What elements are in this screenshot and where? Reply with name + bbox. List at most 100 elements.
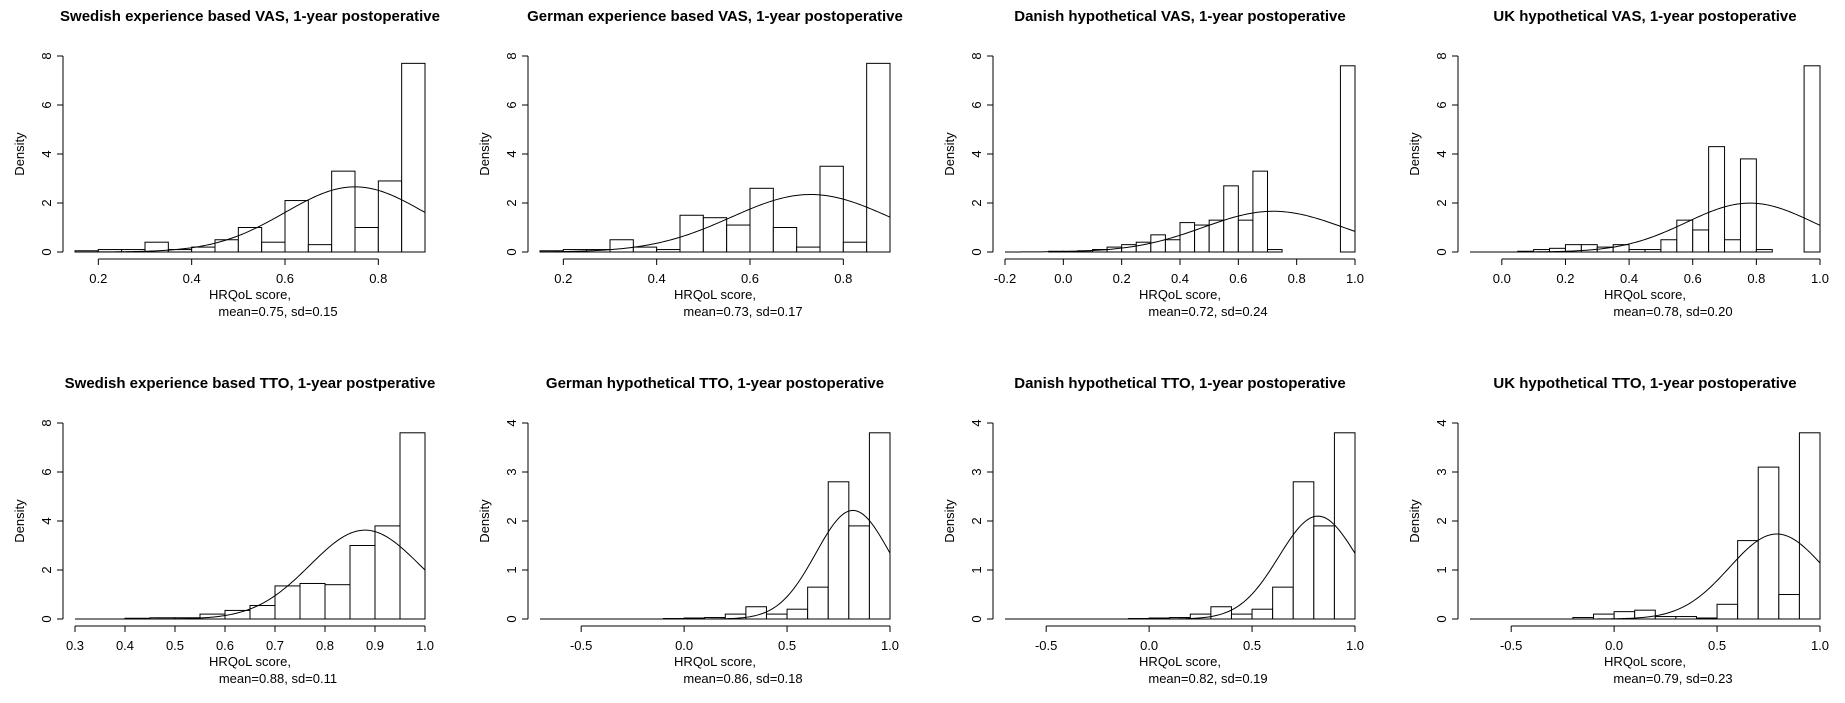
x-tick-label: 0.9 xyxy=(366,638,384,653)
y-tick-label: 2 xyxy=(504,199,519,206)
y-tick-label: 0 xyxy=(969,248,984,255)
histogram-bar xyxy=(1313,525,1335,620)
y-tick-label: 8 xyxy=(39,52,54,59)
density-curve xyxy=(1005,210,1356,253)
y-tick-label: 2 xyxy=(1434,199,1449,206)
y-tick-label: 3 xyxy=(1434,468,1449,475)
x-tick-label: 0.7 xyxy=(266,638,284,653)
histogram-bar xyxy=(1692,229,1710,253)
histogram-bar xyxy=(399,432,426,620)
panel-6: German hypothetical TTO, 1-year postoper… xyxy=(477,375,899,686)
x-tick-label: 1.0 xyxy=(1346,638,1364,653)
x-tick-label: 0.0 xyxy=(1140,638,1158,653)
x-tick-label: 0.6 xyxy=(1229,271,1247,286)
y-axis-label: Density xyxy=(12,499,27,543)
x-tick-label: 0.2 xyxy=(1556,271,1574,286)
panel-4: UK hypothetical VAS, 1-year postoperativ… xyxy=(1407,8,1829,319)
y-tick-label: 0 xyxy=(504,615,519,622)
x-tick-label: 0.6 xyxy=(276,271,294,286)
x-tick-label: 0.4 xyxy=(1171,271,1189,286)
panel-8: UK hypothetical TTO, 1-year postoperativ… xyxy=(1407,375,1829,686)
x-tick-label: 1.0 xyxy=(881,638,899,653)
histogram-bar xyxy=(1644,249,1662,253)
y-tick-label: 4 xyxy=(504,419,519,426)
histogram-bar xyxy=(656,249,681,253)
y-tick-label: 2 xyxy=(504,517,519,524)
histogram-bar xyxy=(842,241,868,253)
x-tick-label: 0.8 xyxy=(834,271,852,286)
y-axis-label: Density xyxy=(1407,499,1422,543)
y-tick-label: 0 xyxy=(1434,248,1449,255)
x-tick-label: 0.4 xyxy=(183,271,201,286)
histogram-bar xyxy=(726,224,751,253)
x-tick-label: 0.8 xyxy=(316,638,334,653)
density-curve xyxy=(1470,202,1821,253)
y-tick-label: 8 xyxy=(1434,52,1449,59)
histogram-bar xyxy=(1716,603,1739,620)
histogram-bar xyxy=(1737,540,1759,620)
histogram-bar xyxy=(1634,609,1656,620)
density-curve xyxy=(539,194,891,253)
y-tick-label: 2 xyxy=(969,517,984,524)
histogram-bar xyxy=(1612,244,1630,253)
histogram-bar xyxy=(324,584,351,620)
panel-7: Danish hypothetical TTO, 1-year postoper… xyxy=(942,375,1364,686)
x-tick-label: 0.0 xyxy=(1054,271,1072,286)
histogram-bar xyxy=(274,585,301,620)
x-tick-label: 0.2 xyxy=(89,271,107,286)
histogram-bar xyxy=(144,241,169,253)
x-tick-label: 1.0 xyxy=(416,638,434,653)
x-tick-label: -0.5 xyxy=(570,638,592,653)
histogram-bar xyxy=(827,481,850,620)
y-tick-label: 2 xyxy=(39,199,54,206)
x-tick-label: 0.2 xyxy=(1113,271,1131,286)
y-tick-label: 3 xyxy=(504,468,519,475)
x-axis-label: HRQoL score, xyxy=(674,287,756,302)
histogram-bar xyxy=(609,239,634,253)
histogram-bar xyxy=(1292,481,1315,620)
histogram-bar xyxy=(1755,249,1773,253)
histogram-bar xyxy=(772,227,798,253)
histogram-bar xyxy=(868,432,891,620)
histogram-bar xyxy=(1237,219,1254,253)
x-tick-label: 0.0 xyxy=(1605,638,1623,653)
y-tick-label: 8 xyxy=(39,419,54,426)
x-tick-label: 0.6 xyxy=(1684,271,1702,286)
y-axis-label: Density xyxy=(942,499,957,543)
stats-label: mean=0.72, sd=0.24 xyxy=(1148,304,1267,319)
histogram-bar xyxy=(1267,249,1283,253)
histogram-bar xyxy=(1628,249,1646,253)
y-tick-label: 3 xyxy=(969,468,984,475)
stats-label: mean=0.78, sd=0.20 xyxy=(1613,304,1732,319)
histogram-bar xyxy=(1695,617,1718,620)
histogram-bar xyxy=(1757,466,1780,620)
x-tick-label: 0.4 xyxy=(116,638,134,653)
panel-title: Swedish experience based TTO, 1-year pos… xyxy=(65,375,436,392)
panel-title: UK hypothetical VAS, 1-year postoperativ… xyxy=(1493,8,1796,25)
panel-title: Danish hypothetical VAS, 1-year postoper… xyxy=(1014,8,1345,25)
histogram-bar xyxy=(1654,616,1677,620)
histogram-bar xyxy=(1675,616,1697,620)
stats-label: mean=0.75, sd=0.15 xyxy=(218,304,337,319)
density-curve xyxy=(1470,533,1821,620)
x-tick-label: 0.0 xyxy=(1493,271,1511,286)
x-axis-label: HRQoL score, xyxy=(209,287,291,302)
x-tick-label: 0.6 xyxy=(216,638,234,653)
x-tick-label: 0.2 xyxy=(554,271,572,286)
panel-title: UK hypothetical TTO, 1-year postoperativ… xyxy=(1493,375,1796,392)
histogram-bar xyxy=(331,170,356,253)
histogram-bar xyxy=(299,582,326,620)
x-axis-label: HRQoL score, xyxy=(1604,654,1686,669)
panel-5: Swedish experience based TTO, 1-year pos… xyxy=(12,375,435,686)
histogram-bar xyxy=(848,525,870,620)
histogram-bar xyxy=(374,525,401,620)
y-tick-label: 2 xyxy=(39,566,54,573)
histogram-bar xyxy=(349,545,376,620)
histogram-bar xyxy=(1272,586,1294,620)
x-tick-label: 0.8 xyxy=(1288,271,1306,286)
histogram-bar xyxy=(1593,613,1615,620)
histogram-bar xyxy=(1251,608,1274,620)
histogram-bar xyxy=(1798,432,1821,620)
density-curve xyxy=(75,529,426,620)
panel-1: Swedish experience based VAS, 1-year pos… xyxy=(12,8,440,319)
